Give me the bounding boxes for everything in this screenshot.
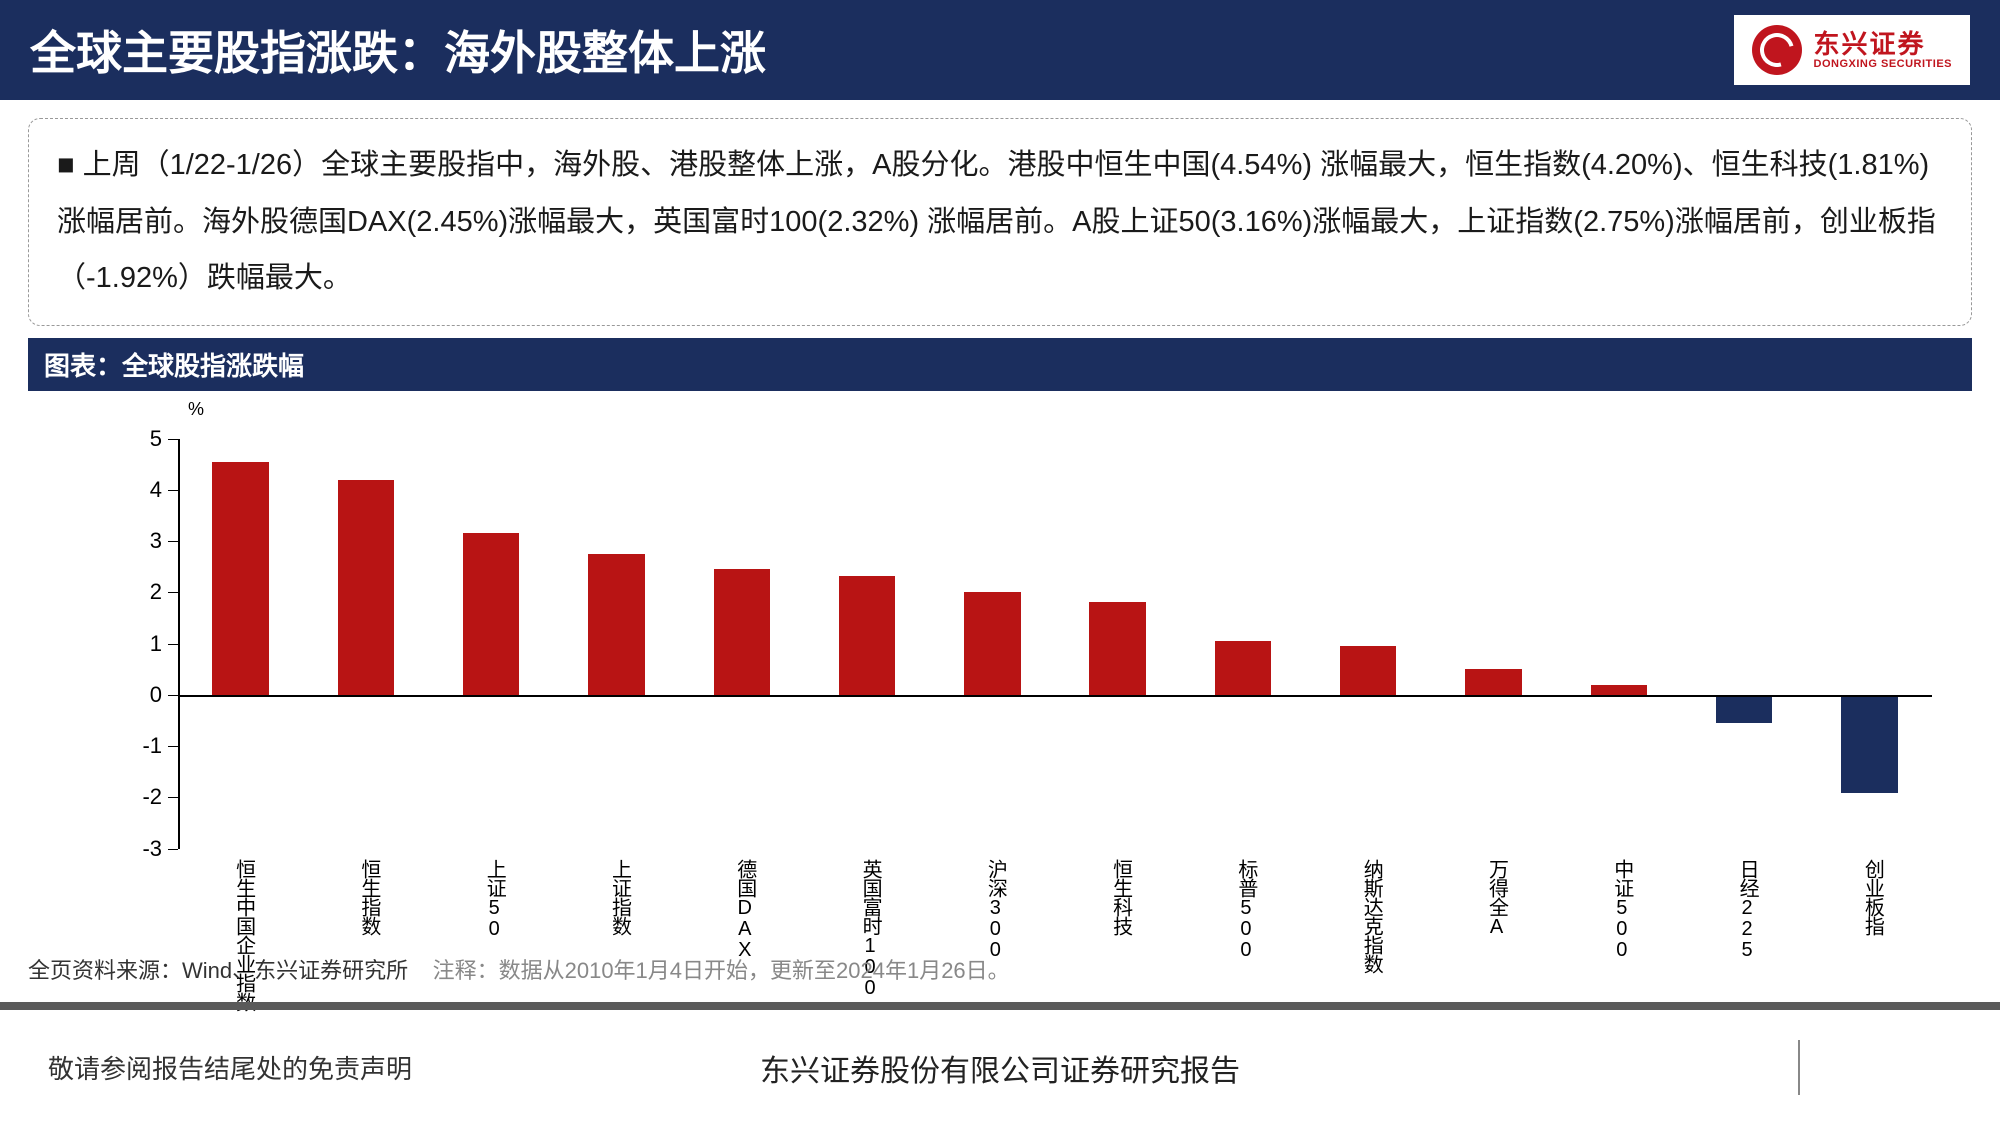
bar bbox=[1591, 685, 1647, 695]
bar bbox=[588, 554, 644, 695]
report-title: 东兴证券股份有限公司证券研究报告 bbox=[760, 1046, 1240, 1090]
bar bbox=[463, 533, 519, 695]
x-tick-label: 恒生指数 bbox=[355, 849, 384, 935]
bar bbox=[1716, 695, 1772, 723]
y-tick-label: 0 bbox=[150, 682, 178, 708]
disclaimer-text: 敬请参阅报告结尾处的免责声明 bbox=[48, 1049, 412, 1086]
bar bbox=[338, 480, 394, 695]
chart-header: 图表：全球股指涨跌幅 bbox=[28, 338, 1972, 391]
logo-text: 东兴证券 DONGXING SECURITIES bbox=[1814, 30, 1952, 71]
x-tick-label: 沪深300 bbox=[981, 849, 1010, 960]
bar bbox=[1215, 641, 1271, 695]
x-tick-label: 上证50 bbox=[480, 849, 509, 939]
bar bbox=[1465, 669, 1521, 695]
y-tick-label: 4 bbox=[150, 477, 178, 503]
y-tick-label: -2 bbox=[142, 784, 178, 810]
annotation-text: 注释：数据从2010年1月4日开始，更新至2024年1月26日。 bbox=[433, 958, 1010, 983]
bar bbox=[212, 462, 268, 695]
chart-plot: -3-2-1012345恒生中国企业指数恒生指数上证50上证指数德国DAX英国富… bbox=[178, 439, 1932, 849]
summary-text: 上周（1/22-1/26）全球主要股指中，海外股、港股整体上涨，A股分化。港股中… bbox=[57, 137, 1943, 307]
x-tick-label: 纳斯达克指数 bbox=[1357, 849, 1386, 973]
x-tick-label: 上证指数 bbox=[606, 849, 635, 935]
x-tick-label: 中证500 bbox=[1608, 849, 1637, 960]
footer-note: 全页资料来源：Wind、东兴证券研究所 注释：数据从2010年1月4日开始，更新… bbox=[28, 953, 1010, 985]
x-tick-label: 创业板指 bbox=[1858, 849, 1887, 935]
chart-area: % -3-2-1012345恒生中国企业指数恒生指数上证50上证指数德国DAX英… bbox=[28, 399, 1972, 999]
y-tick-label: 3 bbox=[150, 528, 178, 554]
x-tick-label: 恒生科技 bbox=[1107, 849, 1136, 935]
y-tick-label: 1 bbox=[150, 631, 178, 657]
y-tick-label: -1 bbox=[142, 733, 178, 759]
company-logo: 东兴证券 DONGXING SECURITIES bbox=[1734, 15, 1970, 85]
bar bbox=[1089, 602, 1145, 695]
x-tick-label: 万得全A bbox=[1483, 849, 1512, 937]
bar bbox=[1340, 646, 1396, 695]
bar bbox=[839, 576, 895, 695]
logo-en: DONGXING SECURITIES bbox=[1814, 58, 1952, 70]
y-tick-label: 5 bbox=[150, 426, 178, 452]
page-title: 全球主要股指涨跌：海外股整体上涨 bbox=[30, 17, 766, 83]
footer-vline bbox=[1798, 1040, 1800, 1095]
y-tick-label: 2 bbox=[150, 579, 178, 605]
bar bbox=[1841, 695, 1897, 793]
logo-cn: 东兴证券 bbox=[1814, 30, 1952, 59]
x-tick-label: 恒生中国企业指数 bbox=[230, 849, 259, 1011]
zero-line bbox=[178, 695, 1932, 697]
bar bbox=[964, 592, 1020, 695]
y-axis-unit: % bbox=[188, 399, 204, 420]
x-tick-label: 日经225 bbox=[1733, 849, 1762, 960]
x-tick-label: 标普500 bbox=[1232, 849, 1261, 960]
bars-container bbox=[178, 439, 1932, 849]
summary-box: 上周（1/22-1/26）全球主要股指中，海外股、港股整体上涨，A股分化。港股中… bbox=[28, 118, 1972, 326]
bar bbox=[714, 569, 770, 695]
source-text: 全页资料来源：Wind、东兴证券研究所 bbox=[28, 958, 408, 983]
footer-divider bbox=[0, 1002, 2000, 1010]
bottom-row: 敬请参阅报告结尾处的免责声明 东兴证券股份有限公司证券研究报告 bbox=[0, 1010, 2000, 1125]
logo-mark-icon bbox=[1752, 25, 1802, 75]
x-tick-label: 德国DAX bbox=[731, 849, 760, 960]
y-tick-label: -3 bbox=[142, 836, 178, 862]
header-bar: 全球主要股指涨跌：海外股整体上涨 东兴证券 DONGXING SECURITIE… bbox=[0, 0, 2000, 100]
